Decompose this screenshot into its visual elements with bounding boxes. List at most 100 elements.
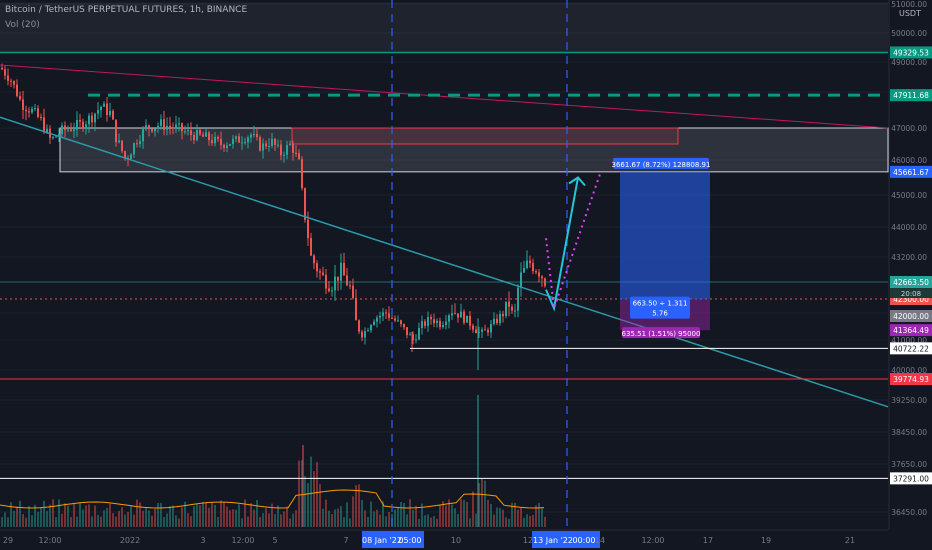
projection-arrowhead	[568, 176, 586, 187]
price-tick-label: 36450.00	[891, 508, 927, 517]
volume-bar	[400, 501, 402, 527]
volume-bar	[154, 508, 156, 527]
volume-bar	[382, 501, 384, 527]
volume-bar	[406, 514, 408, 527]
candle-body	[136, 143, 138, 145]
volume-bar	[310, 456, 312, 527]
volume-bar	[37, 511, 39, 527]
volume-bar	[100, 516, 102, 527]
volume-bar	[385, 516, 387, 527]
volume-bar	[502, 509, 504, 527]
volume-bar	[523, 517, 525, 527]
price-badge-p49329	[890, 46, 932, 59]
candle-body	[100, 106, 102, 111]
price-badge-p42000	[890, 310, 932, 322]
volume-bar	[457, 513, 459, 527]
candle-body	[19, 96, 21, 100]
descending-trendline	[0, 116, 889, 408]
volume-bar	[325, 499, 327, 527]
candle-body	[499, 313, 501, 324]
profit-area	[620, 171, 710, 299]
time-tick-label: 5	[272, 536, 277, 545]
countdown-badge	[890, 288, 932, 299]
candle-body	[52, 137, 54, 139]
volume-bar	[85, 505, 87, 527]
candle-body	[313, 255, 315, 264]
candle-body	[394, 318, 396, 321]
volume-bar	[343, 517, 345, 527]
candle-body	[442, 324, 444, 328]
candle-body	[244, 142, 246, 144]
volume-bar	[193, 506, 195, 527]
candle-body	[274, 138, 276, 145]
volume-bar	[190, 516, 192, 527]
candle-body	[112, 110, 114, 120]
candle-body	[34, 108, 36, 110]
candle-body	[307, 219, 309, 239]
volume-bar	[493, 514, 495, 527]
candle-body	[448, 315, 450, 322]
candle-body	[103, 103, 105, 107]
candle-body	[334, 276, 336, 291]
candle-body	[388, 313, 390, 318]
candle-body	[331, 290, 333, 292]
volume-bar	[274, 514, 276, 527]
candle-body	[205, 132, 207, 137]
candle-body	[61, 125, 63, 135]
volume-bar	[97, 514, 99, 527]
volume-bar	[490, 504, 492, 527]
price-badge-text: 42663.50	[893, 278, 929, 287]
volume-bar	[313, 471, 315, 527]
volume-bar	[256, 499, 258, 527]
volume-bar	[16, 506, 18, 527]
volume-bar	[514, 502, 516, 527]
candle-body	[94, 113, 96, 123]
candle-body	[208, 132, 210, 141]
candle-body	[379, 315, 381, 318]
price-badge-p39774	[890, 373, 932, 386]
candle-body	[286, 145, 288, 155]
time-tick-label: 00:00	[572, 536, 595, 545]
candle-body	[88, 115, 90, 125]
volume-bar	[508, 518, 510, 527]
volume-bar	[376, 509, 378, 527]
volume-bar	[157, 502, 159, 527]
candle-body	[115, 119, 117, 143]
candle-body	[496, 318, 498, 324]
candle-body	[241, 142, 243, 144]
volume-bar	[1, 517, 3, 527]
candle-body	[202, 134, 204, 137]
candle-body	[121, 140, 123, 152]
candle-body	[367, 330, 369, 332]
volume-bar	[346, 502, 348, 527]
candle-body	[85, 124, 87, 129]
volume-indicator-label[interactable]: Vol (20)	[5, 20, 40, 30]
candle-body	[298, 153, 300, 160]
symbol-title[interactable]: Bitcoin / TetherUS PERPETUAL FUTURES, 1h…	[5, 5, 248, 15]
volume-bar	[172, 505, 174, 527]
candle-body	[106, 103, 108, 116]
candle-body	[538, 272, 540, 277]
candle-body	[385, 312, 387, 314]
price-tick-label: 39250.00	[891, 396, 927, 405]
candle-body	[22, 99, 24, 110]
volume-bar	[379, 514, 381, 527]
candle-body	[370, 325, 372, 331]
volume-bar	[79, 502, 81, 527]
volume-bar	[265, 508, 267, 527]
volume-bar	[454, 508, 456, 527]
position-tool[interactable]: 3661.67 (8.72%) 128808.91 663.50 ÷ 1.311 5…	[612, 157, 711, 339]
candle-body	[148, 125, 150, 129]
drawings	[0, 0, 889, 530]
volume-bar	[70, 517, 72, 527]
candle-body	[124, 151, 126, 158]
candle-body	[91, 115, 93, 123]
candle-body	[409, 334, 411, 336]
price-axis[interactable]: 51000.0050000.0049000.0048000.0047000.00…	[888, 0, 932, 530]
candle-body	[154, 128, 156, 132]
price-badge-text: 42000.00	[893, 312, 929, 321]
volume-bar	[40, 507, 42, 527]
volume-bar	[214, 504, 216, 527]
